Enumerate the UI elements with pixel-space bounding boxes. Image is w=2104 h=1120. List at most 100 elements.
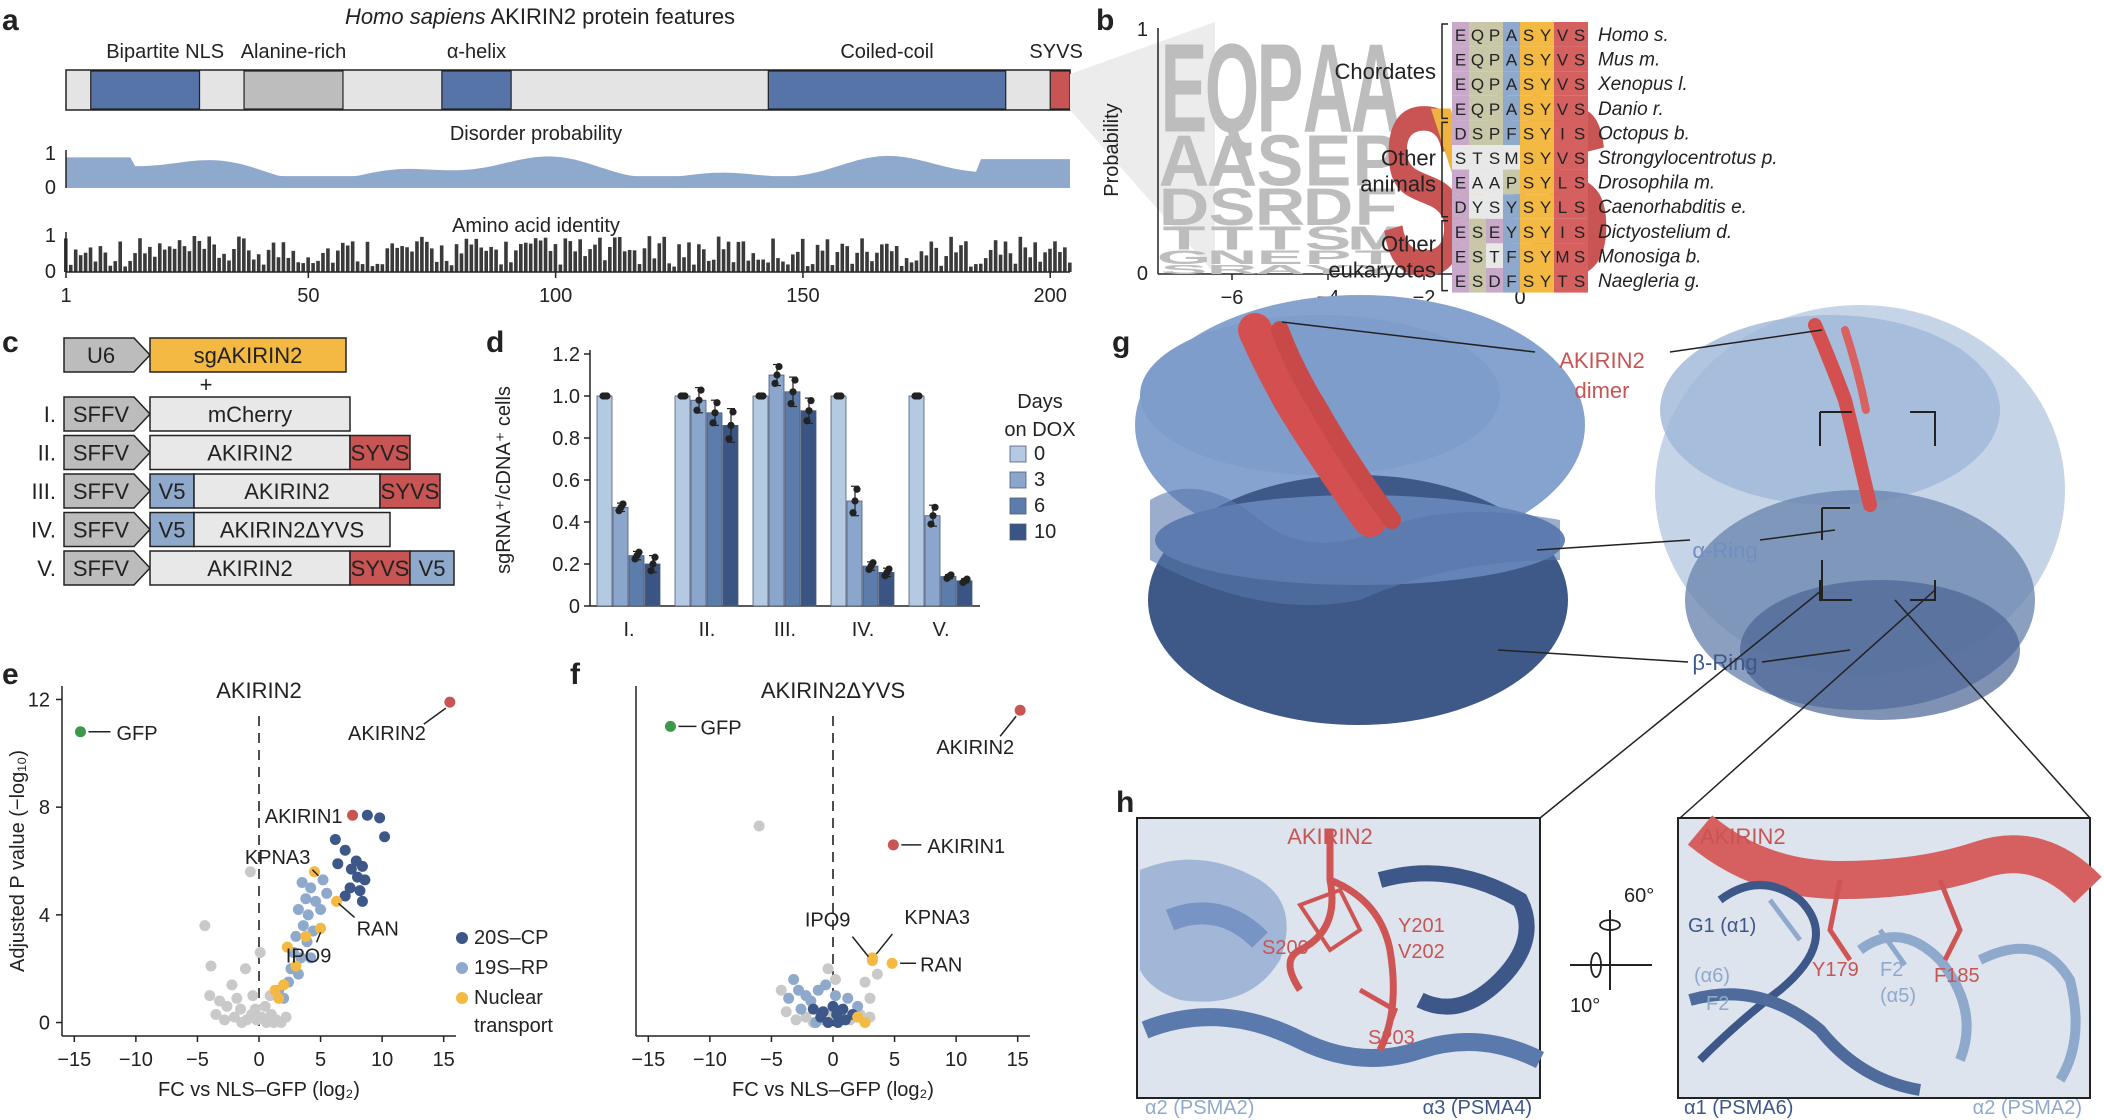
cp20-point	[379, 831, 391, 843]
dimer-callout-left	[1281, 321, 1536, 353]
point-label-kpna3: KPNA3	[904, 907, 970, 929]
identity-bar	[954, 252, 958, 272]
align-residue: M	[1555, 247, 1569, 266]
identity-bar	[266, 249, 271, 272]
panel-a-title: Homo sapiens AKIRIN2 protein features	[345, 4, 735, 29]
rp19-point	[795, 1003, 807, 1015]
identity-bar	[429, 248, 434, 272]
panel-g: g AKIRIN2 dimer α-Rin	[1112, 295, 2091, 819]
identity-bar	[167, 246, 172, 272]
identity-bar	[538, 240, 543, 272]
align-cell	[1520, 22, 1537, 47]
identity-bar	[222, 253, 226, 272]
plus-sign: +	[200, 372, 213, 397]
align-cell	[1554, 218, 1571, 244]
cp20-point	[374, 812, 386, 824]
identity-bar	[88, 247, 93, 272]
domain-3	[767, 70, 1007, 110]
d-bar	[612, 506, 629, 607]
construct-part	[349, 434, 411, 471]
identity-bar	[296, 262, 301, 272]
identity-bar	[118, 241, 123, 272]
align-residue: Q	[1471, 26, 1484, 45]
align-residue: I	[1560, 124, 1565, 143]
e-legend-label-nuclear-2: transport	[474, 1015, 553, 1037]
identity-bar	[786, 264, 790, 272]
nuclear-point	[300, 930, 312, 942]
identity-bar	[276, 257, 281, 272]
rp19-point	[842, 992, 854, 1004]
construct-part-label: SYVS	[351, 441, 410, 466]
align-residue: F	[1506, 124, 1516, 143]
point-label-akirin1: AKIRIN1	[927, 836, 1005, 858]
align-residue: S	[1574, 51, 1585, 70]
align-cell	[1503, 120, 1520, 145]
identity-bar	[662, 236, 667, 272]
align-cell	[1503, 218, 1520, 244]
e-legend-marker	[456, 932, 468, 944]
identity-bar	[657, 243, 662, 272]
logo-letter: N	[1207, 246, 1258, 268]
disorder-track: 10	[45, 143, 1070, 199]
identity-bar	[474, 238, 479, 272]
residue-f185: F185	[1934, 965, 1980, 987]
sffv-promoter	[63, 550, 152, 586]
d-replicate-dot	[807, 397, 815, 405]
grey-point	[204, 990, 216, 1002]
identity-bar	[108, 265, 113, 272]
align-cell	[1503, 169, 1520, 195]
align-residue: Q	[1471, 51, 1484, 70]
align-cell	[1537, 46, 1554, 72]
identity-bar	[543, 237, 548, 272]
align-cell	[1503, 268, 1520, 293]
d-replicate-dot	[773, 371, 781, 379]
identity-bar	[647, 236, 652, 272]
identity-bar	[998, 254, 1003, 272]
identity-bar	[316, 260, 320, 272]
align-residue: S	[1523, 51, 1534, 70]
align-residue: S	[1523, 75, 1534, 94]
align-cell	[1486, 120, 1503, 145]
grey-point	[268, 1017, 280, 1029]
align-cell	[1537, 194, 1554, 219]
volcano-ytick: 8	[39, 797, 50, 819]
align-cell	[1452, 95, 1469, 121]
identity-bar	[464, 238, 469, 272]
h-right-structure	[1677, 815, 2102, 1099]
identity-bar	[444, 260, 449, 272]
identity-label: Amino acid identity	[452, 215, 620, 237]
rp19-point	[297, 920, 309, 932]
align-cell	[1554, 145, 1571, 170]
identity-bar	[425, 241, 429, 272]
align-residue: S	[1574, 100, 1585, 119]
rotation-10: 10°	[1570, 995, 1600, 1017]
identity-bar	[568, 241, 573, 272]
grey-point	[210, 1008, 222, 1020]
identity-bar	[227, 260, 231, 272]
species-name: Caenorhabditis e.	[1598, 197, 1747, 218]
identity-bar	[390, 243, 395, 272]
logo-letter: R	[1255, 178, 1306, 237]
identity-tick-0: 0	[45, 261, 56, 283]
construct-part	[149, 550, 351, 586]
d-replicate-dot	[869, 559, 877, 567]
d-bar	[924, 515, 941, 607]
residue-tick-1: 1	[60, 285, 71, 307]
identity-bar	[484, 250, 488, 272]
cp20-point	[345, 863, 357, 875]
align-cell	[1452, 120, 1469, 145]
grey-point	[219, 1014, 231, 1026]
align-cell	[1520, 169, 1537, 195]
d-replicate-dot	[697, 386, 705, 394]
volcano-xtick: −10	[119, 1049, 153, 1071]
identity-bar	[1028, 257, 1033, 272]
grey-point	[226, 979, 238, 991]
domain-label-0: Bipartite NLS	[106, 41, 224, 63]
align-cell	[1452, 22, 1469, 47]
identity-bar	[697, 244, 701, 272]
identity-bar	[746, 260, 751, 272]
align-cell	[1520, 71, 1537, 96]
grey-point	[859, 976, 871, 988]
volcano-xtick: 5	[889, 1049, 900, 1071]
identity-bar	[889, 251, 894, 272]
